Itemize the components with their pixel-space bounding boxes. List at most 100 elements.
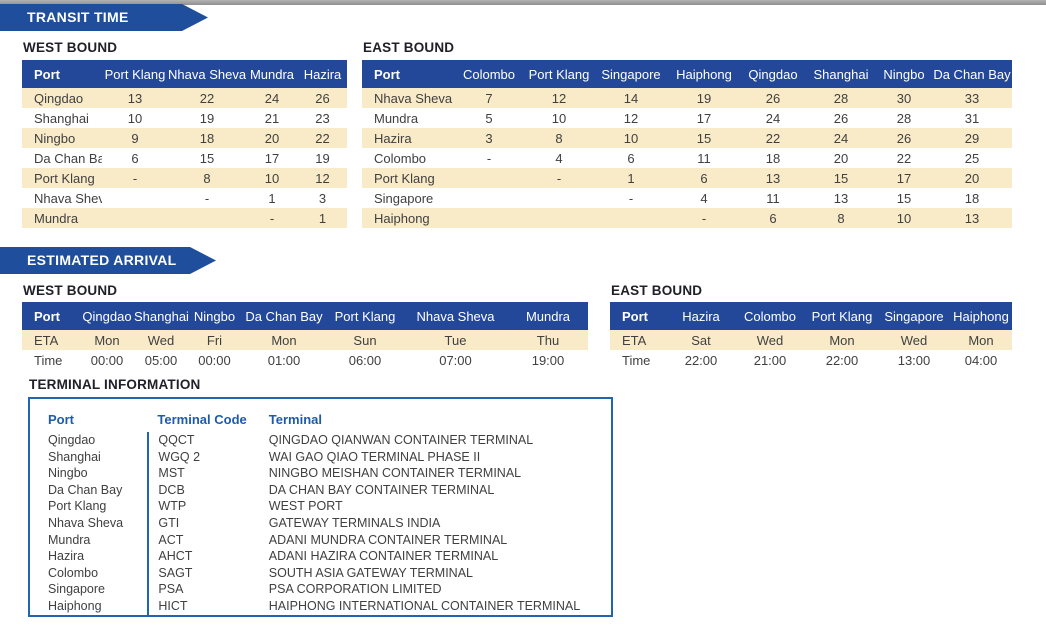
port-name: Singapore	[48, 582, 105, 597]
column-header: Singapore	[594, 60, 668, 88]
terminal-information-title: TERMINAL INFORMATION	[29, 377, 201, 392]
column-header: Mundra	[508, 302, 588, 330]
cell-value: 15	[833, 170, 849, 186]
cell-value	[454, 168, 524, 188]
cell-value: 1	[268, 190, 276, 206]
eta-west-bound-title: WEST BOUND	[23, 283, 118, 298]
header-row: Port Terminal Code Terminal	[30, 406, 611, 432]
cell-value: 30	[896, 90, 912, 106]
row-label: Shanghai	[34, 110, 89, 126]
cell-value	[102, 208, 168, 228]
row-label: Hazira	[374, 130, 412, 146]
cell-value: 6	[131, 150, 139, 166]
row-label: ETA	[622, 332, 647, 348]
table-row: Mundra - 1	[22, 208, 347, 228]
terminal-name: GATEWAY TERMINALS INDIA	[268, 515, 441, 530]
column-header: Singapore	[878, 302, 950, 330]
cell-value: 13	[964, 210, 980, 226]
terminal-name: PSA CORPORATION LIMITED	[268, 582, 442, 597]
cell-value: 17	[264, 150, 280, 166]
terminal-code: ACT	[147, 531, 259, 549]
port-name: Mundra	[48, 532, 91, 547]
terminal-name: WAI GAO QIAO TERMINAL PHASE II	[268, 449, 481, 464]
column-header: Qingdao	[80, 302, 134, 330]
row-label: Singapore	[374, 190, 434, 206]
cell-value: Thu	[536, 332, 560, 348]
row-label: Port Klang	[34, 170, 95, 186]
cell-value: -	[204, 190, 210, 206]
cell-value: 1	[318, 210, 327, 226]
row-label: Nhava Sheva	[374, 90, 453, 106]
table-row: Qingdao 13 22 24 26	[22, 88, 347, 108]
cell-value: 3	[318, 190, 327, 206]
cell-value: 10	[896, 210, 912, 226]
column-header: Port Klang	[524, 60, 594, 88]
cell-value: 07:00	[439, 352, 472, 368]
cell-value: 24	[765, 110, 781, 126]
table-row: Port Klang - 8 10 12	[22, 168, 347, 188]
cell-value: 19	[199, 110, 215, 126]
cell-value: 18	[765, 150, 781, 166]
terminal-row: Shanghai WGQ 2 WAI GAO QIAO TERMINAL PHASE…	[30, 448, 611, 466]
cell-value: 21	[264, 110, 280, 126]
terminal-code: WGQ 2	[147, 448, 259, 466]
cell-value: -	[269, 210, 275, 226]
row-label: Time	[34, 352, 63, 368]
column-header: Nhava Sheva	[168, 60, 246, 88]
cell-value: Tue	[444, 332, 467, 348]
cell-value: 8	[555, 130, 563, 146]
table-row: Port Klang - 1 6 13 15 17 20	[362, 168, 1012, 188]
column-header: Colombo	[454, 60, 524, 88]
estimated-arrival-banner: ESTIMATED ARRIVAL	[0, 247, 216, 274]
cell-value: 28	[896, 110, 912, 126]
row-label: Colombo	[374, 150, 427, 166]
table-row: Time 00:00 05:00 00:00 01:00 06:00 07:00 19:00	[22, 350, 588, 370]
cell-value: 15	[199, 150, 215, 166]
cell-value: 18	[199, 130, 215, 146]
table-row: Nhava Sheva 7 12 14 19 26 28 30 33	[362, 88, 1012, 108]
column-header: Da Chan Bay	[241, 302, 327, 330]
cell-value: -	[628, 190, 634, 206]
top-divider-bar	[0, 0, 1046, 5]
row-label: Mundra	[34, 210, 79, 226]
cell-value: 7	[485, 90, 493, 106]
terminal-row: Port Klang WTP WEST PORT	[30, 498, 611, 515]
cell-value: 22	[896, 150, 912, 166]
cell-value: 00:00	[198, 352, 231, 368]
column-header: Port Klang	[102, 60, 168, 88]
table-row: Time 22:00 21:00 22:00 13:00 04:00	[610, 350, 1012, 370]
terminal-information-box: Port Terminal Code Terminal Qingdao QQCT QING…	[28, 397, 613, 617]
cell-value: 06:00	[348, 352, 382, 368]
transit-west-bound-table: Port Port Klang Nhava Sheva Mundra Hazira Qin…	[22, 60, 347, 228]
column-header: Ningbo	[188, 302, 241, 330]
terminal-row: Qingdao QQCT QINGDAO QIANWAN CONTAINER TER…	[30, 432, 611, 449]
cell-value: 22:00	[684, 352, 718, 368]
terminal-code: QQCT	[147, 432, 259, 449]
table-row: Nhava Sheva - 1 3	[22, 188, 347, 208]
cell-value: 13	[765, 170, 781, 186]
cell-value: 04:00	[964, 352, 998, 368]
cell-value: 12	[623, 110, 639, 126]
terminal-code: DCB	[147, 481, 259, 499]
cell-value: 26	[896, 130, 912, 146]
cell-value: 10	[623, 130, 639, 146]
cell-value: 26	[315, 90, 330, 106]
cell-value: -	[132, 170, 138, 186]
terminal-row: Nhava Sheva GTI GATEWAY TERMINALS INDIA	[30, 514, 611, 532]
row-label: Ningbo	[34, 130, 76, 146]
cell-value	[454, 208, 524, 228]
terminal-row: Colombo SAGT SOUTH ASIA GATEWAY TERMINAL	[30, 564, 611, 582]
table-row: ETA Mon Wed Fri Mon Sun Tue Thu	[22, 330, 588, 350]
terminal-code: AHCT	[147, 548, 259, 565]
column-header: Haiphong	[950, 302, 1012, 330]
terminal-name: DA CHAN BAY CONTAINER TERMINAL	[268, 482, 495, 497]
table-row: Shanghai 10 19 21 23	[22, 108, 347, 128]
cell-value: 26	[833, 110, 849, 126]
cell-value: 22	[199, 90, 215, 106]
row-label: ETA	[34, 332, 59, 348]
column-header: Nhava Sheva	[403, 302, 508, 330]
cell-value: 4	[555, 150, 563, 166]
cell-value: 01:00	[267, 352, 301, 368]
cell-value: 13:00	[897, 352, 931, 368]
port-name: Qingdao	[48, 433, 96, 447]
